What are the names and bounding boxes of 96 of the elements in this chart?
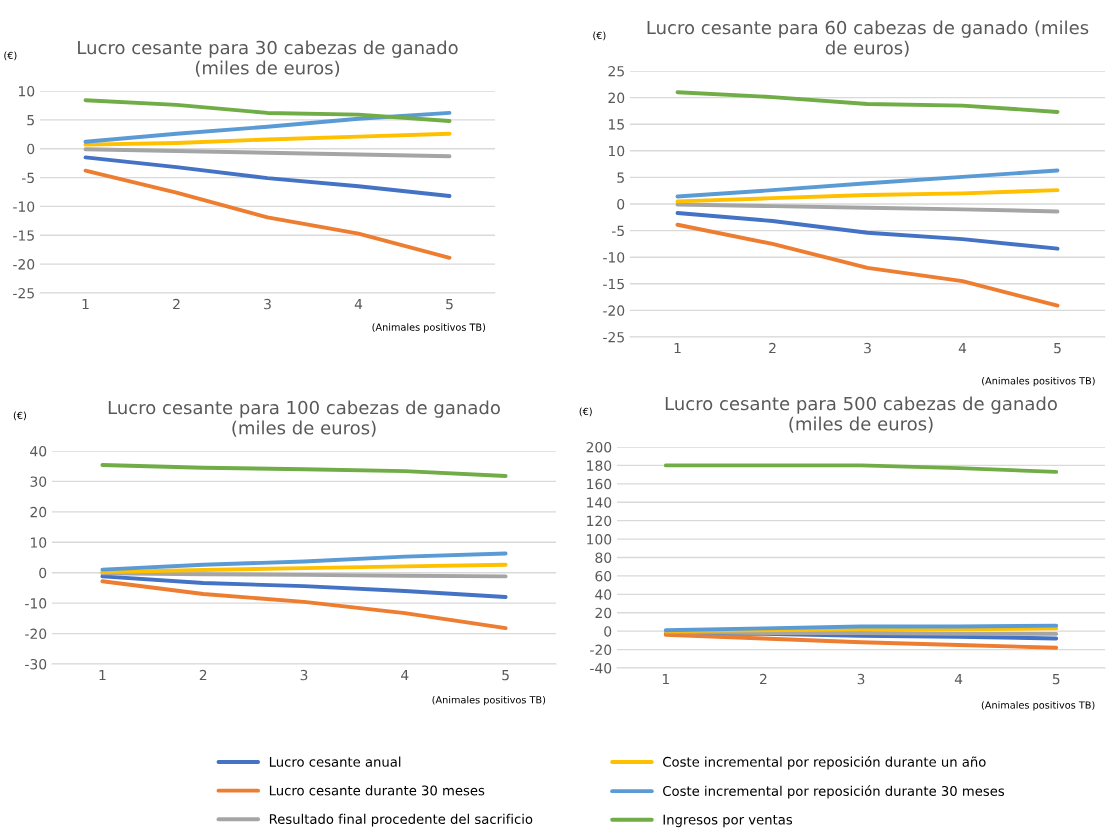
y-tick-label: 140 (587, 497, 612, 508)
x-tick-label: 2 (199, 669, 207, 681)
y-tick-label: -10 (13, 201, 35, 212)
x-tick-label: 2 (760, 673, 767, 685)
line-series (675, 222, 1060, 308)
line-series (675, 188, 1060, 204)
y-tick-label: 20 (595, 607, 612, 619)
x-tick-label: 3 (864, 342, 871, 354)
y-tick-label: -15 (603, 278, 624, 290)
line-series (83, 131, 452, 147)
y-tick-label: -10 (603, 252, 625, 263)
legend-label: Lucro cesante durante 30 meses (269, 785, 485, 796)
line-series (675, 202, 1060, 214)
chart-title: Lucro cesante para 500 cabezas de ganado (miles de euros) (665, 396, 1057, 433)
y-tick-label: 60 (595, 570, 612, 582)
y-tick-label: 10 (30, 537, 47, 548)
x-tick-label: 2 (173, 298, 180, 310)
x-tick-label: 1 (82, 298, 89, 310)
y-tick-label: 120 (587, 515, 612, 527)
x-tick-label: 3 (300, 669, 308, 681)
y-tick-label: 180 (587, 460, 612, 471)
y-tick-label: -20 (13, 259, 35, 270)
x-tick-label: 4 (958, 342, 967, 354)
line-series (83, 147, 452, 159)
line-series (100, 463, 508, 478)
y-tick-label: 0 (617, 198, 625, 210)
x-tick-label: 1 (99, 669, 106, 681)
line-series (675, 90, 1060, 114)
legend-label: Lucro cesante anual (269, 756, 401, 767)
line-series (83, 110, 452, 144)
y-tick-label: 0 (39, 567, 47, 579)
y-tick-label: -30 (25, 658, 47, 670)
x-axis-title: (Animales positivos TB) (982, 376, 1095, 387)
y-axis-title: (€) (4, 51, 17, 61)
line-series (663, 632, 1059, 650)
y-axis-title: (€) (579, 407, 592, 417)
line-series (83, 155, 452, 198)
y-tick-label: 15 (608, 119, 624, 130)
y-tick-label: -25 (13, 287, 34, 299)
y-tick-label: 100 (587, 534, 612, 545)
y-tick-label: 10 (608, 145, 625, 157)
x-tick-label: 4 (401, 669, 409, 681)
y-tick-label: 10 (18, 85, 35, 97)
legend-label: Coste incremental por reposición durante 30 meses (663, 785, 1005, 799)
x-axis-title: (Animales positivos TB) (372, 323, 486, 333)
y-tick-label: 40 (30, 445, 47, 457)
chart-title: Lucro cesante para 100 cabezas de ganado (miles de euros) (108, 400, 500, 437)
x-tick-label: 5 (446, 298, 453, 310)
x-tick-label: 5 (1052, 673, 1060, 685)
line-series (100, 574, 508, 600)
legend-label: Ingresos por ventas (663, 814, 793, 828)
chart-title: Lucro cesante para 60 cabezas de ganado (miles de euros) (647, 20, 1089, 57)
x-tick-label: 5 (502, 669, 509, 681)
y-tick-label: 0 (27, 143, 35, 155)
y-tick-label: -20 (590, 644, 612, 656)
y-tick-label: -15 (13, 230, 34, 241)
y-tick-label: 20 (608, 92, 625, 104)
y-tick-label: -40 (590, 662, 612, 674)
legend-label: Resultado final procedente del sacrificio (269, 813, 533, 827)
line-series (100, 579, 508, 631)
y-tick-label: 80 (595, 552, 612, 563)
line-series (100, 562, 508, 575)
chart-title: Lucro cesante para 30 cabezas de ganado (miles de euros) (78, 40, 458, 77)
y-tick-label: 0 (604, 626, 612, 637)
y-tick-label: -5 (21, 172, 34, 184)
y-tick-label: 160 (587, 478, 612, 490)
x-tick-label: 4 (954, 673, 963, 685)
y-tick-label: 20 (30, 506, 47, 518)
x-tick-label: 1 (662, 673, 669, 685)
line-series (83, 98, 452, 123)
y-tick-label: -20 (25, 628, 47, 640)
line-series (83, 168, 452, 260)
y-tick-label: -25 (603, 331, 624, 343)
y-tick-label: 30 (30, 476, 47, 487)
x-tick-label: 3 (857, 673, 865, 685)
y-tick-label: 200 (586, 441, 612, 453)
y-tick-label: 5 (617, 172, 624, 183)
legend-label: Coste incremental por reposición durante un año (663, 756, 986, 770)
y-tick-label: 5 (27, 115, 34, 126)
x-tick-label: 1 (674, 342, 681, 354)
y-tick-label: 25 (608, 65, 624, 77)
y-axis-title: (€) (593, 31, 606, 41)
y-axis-title: (€) (13, 411, 26, 421)
line-series (675, 211, 1060, 251)
line-series (100, 551, 508, 572)
x-axis-title: (Animales positivos TB) (981, 701, 1095, 711)
x-tick-label: 5 (1054, 342, 1061, 354)
x-tick-label: 3 (264, 298, 271, 310)
y-tick-label: -5 (611, 225, 624, 237)
line-series (675, 168, 1060, 199)
y-tick-label: -10 (25, 598, 47, 609)
y-tick-label: -20 (603, 305, 625, 316)
y-tick-label: 40 (595, 589, 612, 600)
x-axis-title: (Animales positivos TB) (432, 695, 546, 706)
x-tick-label: 2 (769, 342, 776, 354)
x-tick-label: 4 (354, 298, 363, 310)
